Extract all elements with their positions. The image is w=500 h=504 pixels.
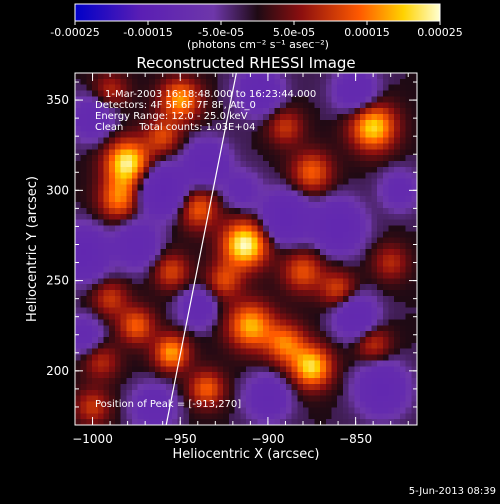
chart-title: Reconstructed RHESSI Image [136,54,355,72]
peak-position-label: Position of Peak = [-913,270] [95,399,241,410]
colorbar [75,4,440,21]
colorbar-tick-label: -0.00015 [123,26,172,39]
annotation-energy: Energy Range: 12.0 - 25.0 keV [95,111,248,122]
plot-area [75,73,417,425]
heatmap-image [75,73,417,425]
colorbar-tick-label: 0.00015 [344,26,390,39]
y-axis: 200 250 300 350 [46,81,417,408]
annotation-clean: Clean Total counts: 1.03E+04 [95,122,255,133]
annotation-time: 1-Mar-2003 16:18:48.000 to 16:23:44.000 [105,89,316,100]
colorbar-tick-label: 5.0e-05 [273,26,315,39]
x-tick-label: −950 [164,432,197,446]
colorbar-frame [74,3,441,22]
annotation-detectors: Detectors: 4F 5F 6F 7F 8F, Att_0 [95,100,256,111]
y-tick-label: 350 [46,93,69,107]
solar-limb-line [165,73,237,425]
colorbar-tick-label: -0.00025 [50,26,99,39]
colorbar-tick-label: 0.00025 [417,26,463,39]
colorbar-ticks: -0.00025 -0.00015 -5.0e-05 5.0e-05 0.00015 0.… [50,21,463,39]
x-tick-label: −850 [339,432,372,446]
x-tick-label: −900 [251,432,284,446]
colorbar-unit-label: (photons cm⁻² s⁻¹ asec⁻²) [187,38,329,51]
x-axis: −1000 −950 −900 −850 [72,73,409,446]
y-tick-label: 200 [46,364,69,378]
colorbar-tick-label: -5.0e-05 [198,26,244,39]
x-tick-label: −1000 [72,432,113,446]
plot-frame [74,72,418,426]
y-tick-label: 250 [46,274,69,288]
y-axis-label: Heliocentric Y (arcsec) [25,176,40,322]
y-tick-label: 300 [46,183,69,197]
x-axis-label: Heliocentric X (arcsec) [173,447,320,462]
footer-date: 5-Jun-2013 08:39 [409,486,496,497]
